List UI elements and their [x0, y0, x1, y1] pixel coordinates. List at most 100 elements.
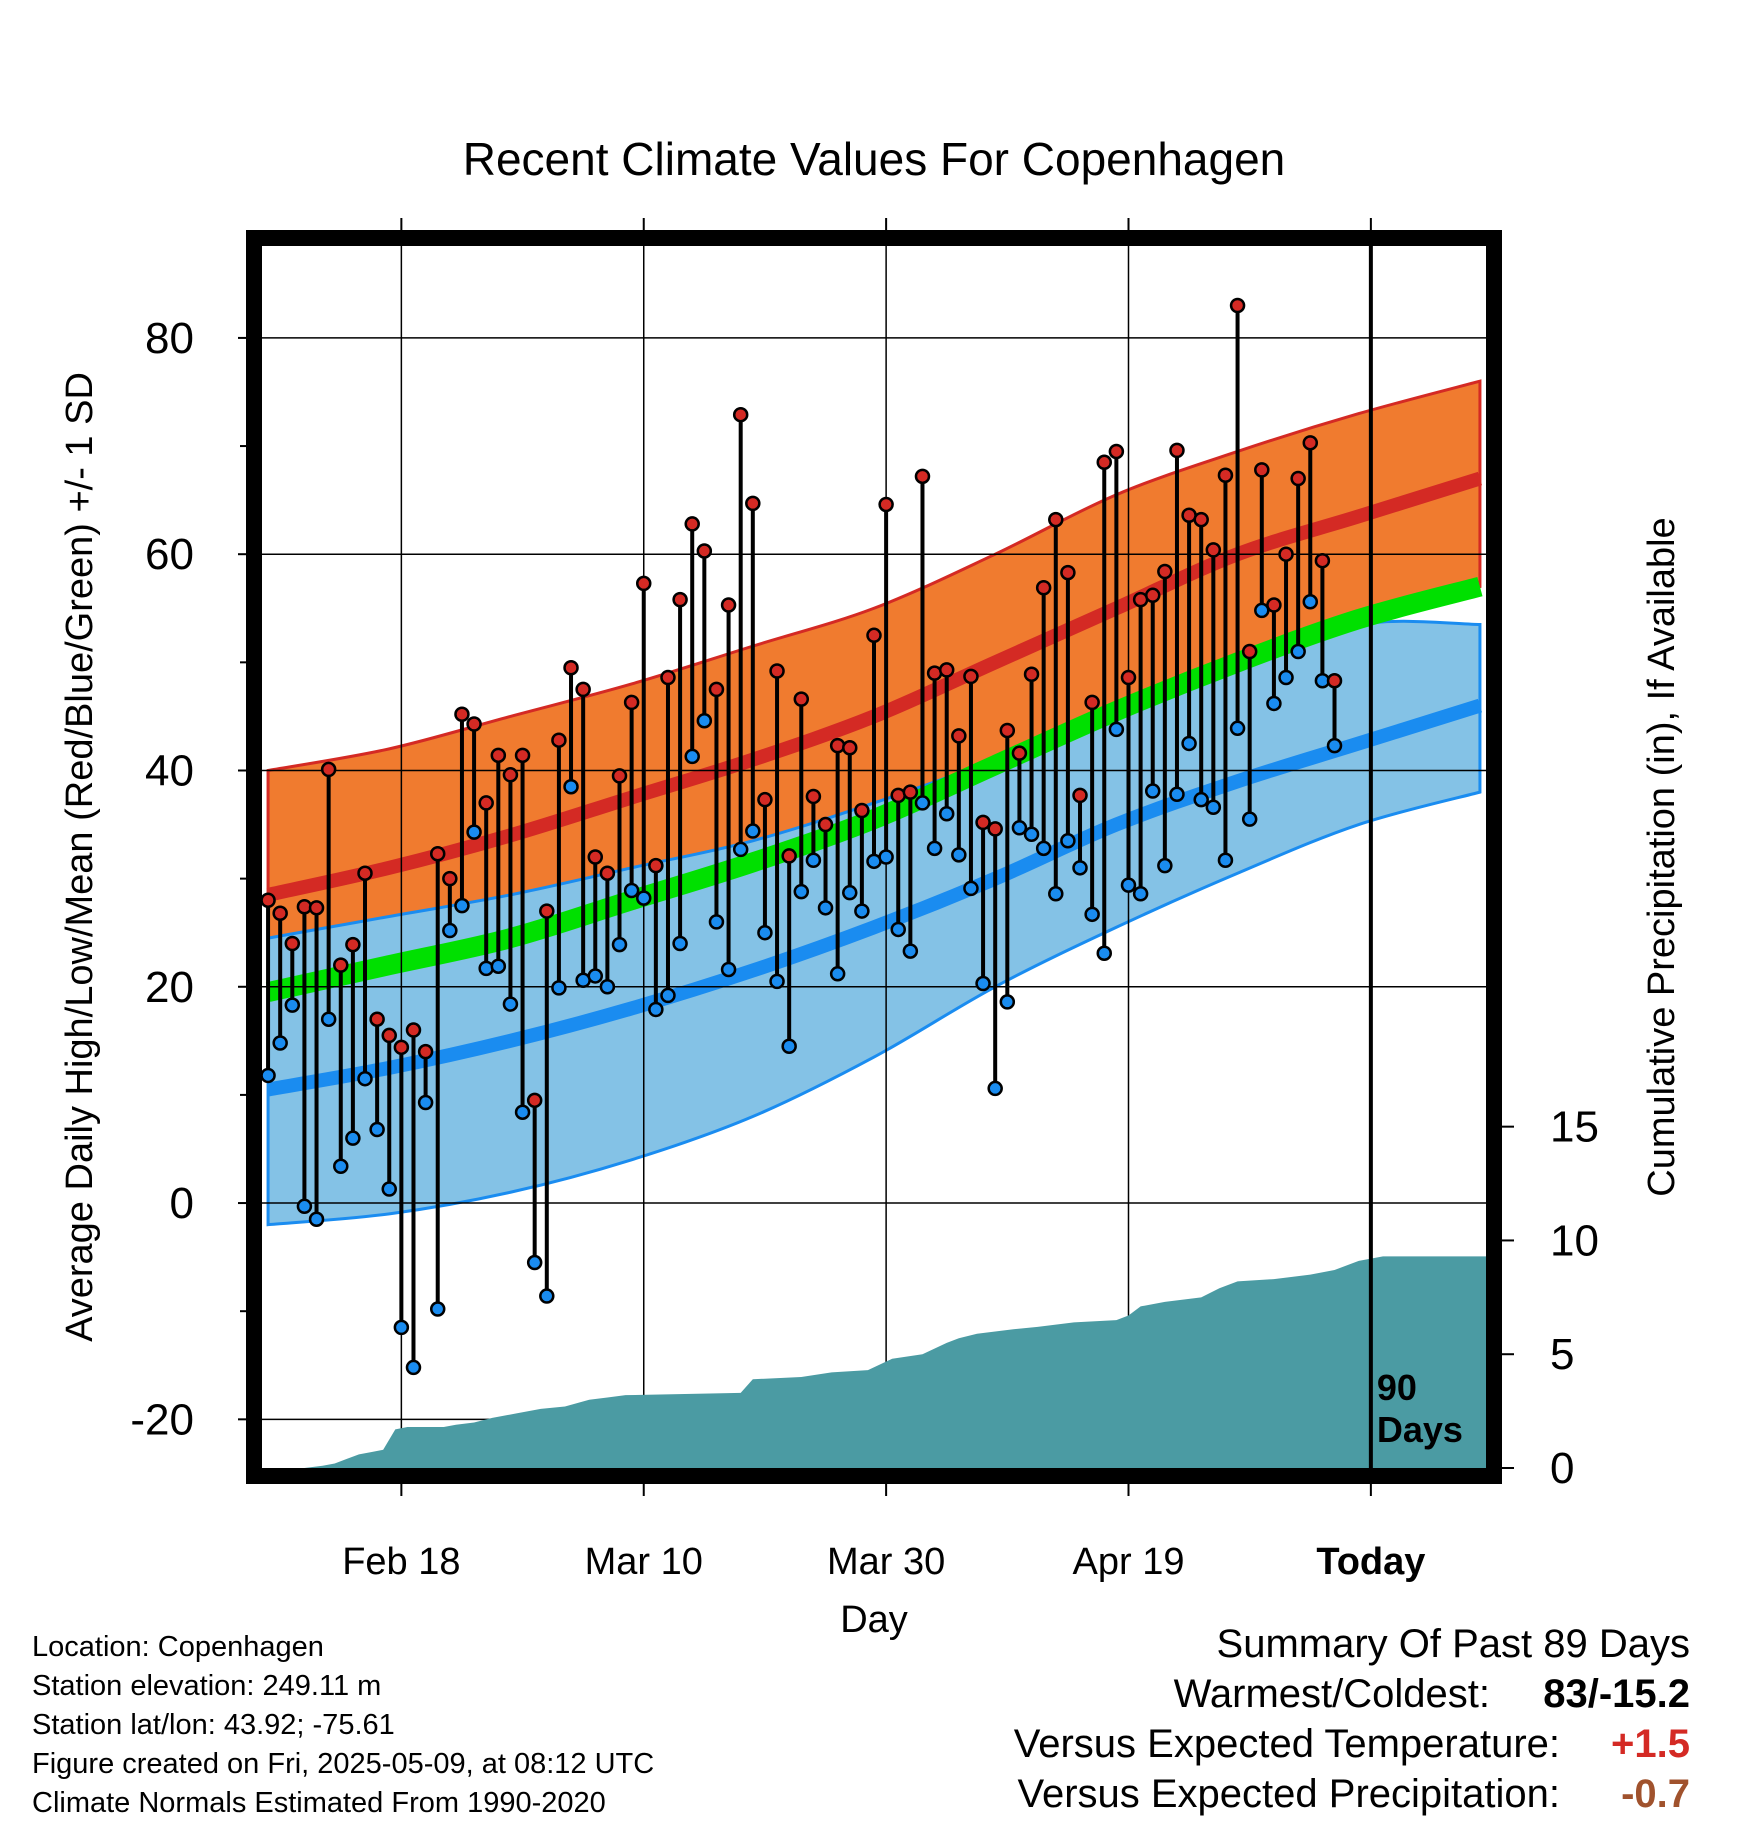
daily-high-marker	[262, 892, 276, 909]
daily-low-marker	[262, 1067, 276, 1084]
daily-high-marker	[369, 1011, 385, 1027]
daily-low-marker	[345, 1130, 361, 1146]
station-info: Location: Copenhagen Station elevation: …	[32, 1628, 654, 1823]
daily-high-marker	[963, 668, 979, 685]
daily-low-marker	[405, 1359, 422, 1376]
daily-low-marker	[1217, 852, 1234, 868]
daily-high-marker	[648, 857, 664, 874]
daily-low-marker	[854, 903, 870, 919]
daily-high-marker	[975, 814, 991, 831]
daily-high-marker	[587, 849, 604, 865]
daily-low-marker	[1229, 720, 1246, 737]
daily-low-marker	[514, 1104, 531, 1120]
daily-high-marker	[938, 662, 955, 678]
daily-high-marker	[526, 1092, 543, 1109]
daily-low-marker	[745, 823, 761, 839]
x-tick-label: Apr 19	[1073, 1541, 1185, 1583]
daily-high-marker	[1278, 546, 1294, 562]
daily-low-marker	[987, 1080, 1003, 1097]
daily-high-marker	[611, 768, 628, 784]
daily-high-marker	[1302, 435, 1319, 451]
daily-high-marker	[345, 936, 361, 953]
daily-low-marker	[454, 897, 470, 914]
daily-low-marker	[1060, 833, 1076, 849]
daily-high-marker	[599, 865, 616, 881]
elevation-text: Station elevation: 249.11 m	[32, 1670, 382, 1702]
days-label-number: 90	[1377, 1367, 1417, 1408]
daily-low-marker	[902, 943, 919, 959]
daily-high-marker	[1048, 511, 1064, 528]
daily-high-marker	[1326, 672, 1343, 689]
warmest-row: Warmest/Coldest: 83/-15.2	[1014, 1672, 1690, 1722]
daily-low-marker	[1023, 826, 1040, 843]
y-tick-label: -20	[130, 1395, 194, 1444]
daily-low-marker	[732, 841, 749, 858]
daily-low-marker	[1157, 857, 1173, 874]
daily-low-marker	[890, 921, 906, 938]
daily-high-marker	[999, 722, 1016, 739]
daily-high-marker	[1120, 669, 1137, 686]
daily-high-marker	[514, 747, 531, 764]
daily-high-marker	[842, 740, 858, 756]
daily-high-marker	[1229, 297, 1246, 314]
daily-low-marker	[1108, 721, 1125, 738]
daily-high-marker	[393, 1039, 410, 1056]
daily-low-marker	[308, 1211, 325, 1228]
daily-high-marker	[1254, 462, 1270, 478]
daily-high-marker	[769, 663, 785, 679]
daily-low-marker	[333, 1158, 349, 1175]
daily-high-marker	[1096, 454, 1113, 471]
daily-low-marker	[757, 924, 773, 941]
daily-low-marker	[769, 973, 785, 990]
daily-low-marker	[1132, 886, 1149, 902]
x-tick-label: Mar 10	[585, 1541, 703, 1583]
daily-range-stems	[266, 305, 1337, 1368]
y2-axis-label: Cumulative Precipitation (in), If Availa…	[1641, 517, 1683, 1196]
daily-high-marker	[635, 575, 652, 592]
daily-high-marker	[284, 935, 301, 952]
daily-high-marker	[1108, 443, 1125, 460]
daily-low-marker	[684, 748, 700, 765]
warmest-label: Warmest/Coldest:	[1173, 1672, 1490, 1716]
daily-low-marker	[1241, 811, 1258, 827]
daily-high-marker	[357, 865, 373, 881]
daily-low-marker	[1035, 840, 1052, 857]
daily-low-marker	[1193, 791, 1209, 808]
daily-low-marker	[1181, 735, 1197, 752]
daily-high-marker	[575, 681, 591, 698]
daily-low-marker	[369, 1121, 385, 1138]
daily-high-marker	[1023, 666, 1040, 682]
daily-low-marker	[272, 1035, 288, 1051]
daily-low-marker	[502, 996, 519, 1012]
daily-high-marker	[878, 496, 894, 513]
daily-low-marker	[1084, 906, 1100, 923]
y-tick-label: 40	[145, 746, 194, 795]
y-tick-label: 0	[170, 1179, 194, 1228]
daily-low-marker	[648, 1001, 664, 1018]
daily-low-marker	[805, 852, 822, 868]
daily-high-marker	[1157, 563, 1173, 580]
daily-low-marker	[793, 883, 810, 900]
precip-row: Versus Expected Precipitation: -0.7	[1014, 1772, 1690, 1822]
daily-high-marker	[1035, 579, 1052, 596]
daily-high-marker	[745, 495, 761, 512]
daily-low-marker	[587, 968, 604, 984]
daily-low-marker	[672, 935, 688, 952]
daily-high-marker	[914, 468, 931, 485]
daily-low-marker	[381, 1181, 397, 1197]
daily-low-marker	[1169, 786, 1185, 803]
daily-low-marker	[393, 1319, 410, 1336]
daily-low-marker	[478, 960, 494, 977]
daily-low-marker	[1326, 737, 1343, 754]
daily-low-marker	[817, 900, 834, 916]
summary-panel: Summary Of Past 89 Days Warmest/Coldest:…	[1014, 1622, 1690, 1822]
y-tick-label: 60	[145, 530, 194, 579]
y2-tick-label: 10	[1550, 1216, 1599, 1265]
daily-low-marker	[975, 975, 991, 992]
precipitation-area	[262, 1256, 1486, 1468]
daily-low-marker	[466, 824, 482, 840]
daily-low-marker	[696, 712, 713, 729]
daily-high-marker	[1072, 787, 1088, 804]
created-text: Figure created on Fri, 2025-05-09, at 08…	[32, 1748, 655, 1780]
daily-high-marker	[1193, 511, 1209, 528]
